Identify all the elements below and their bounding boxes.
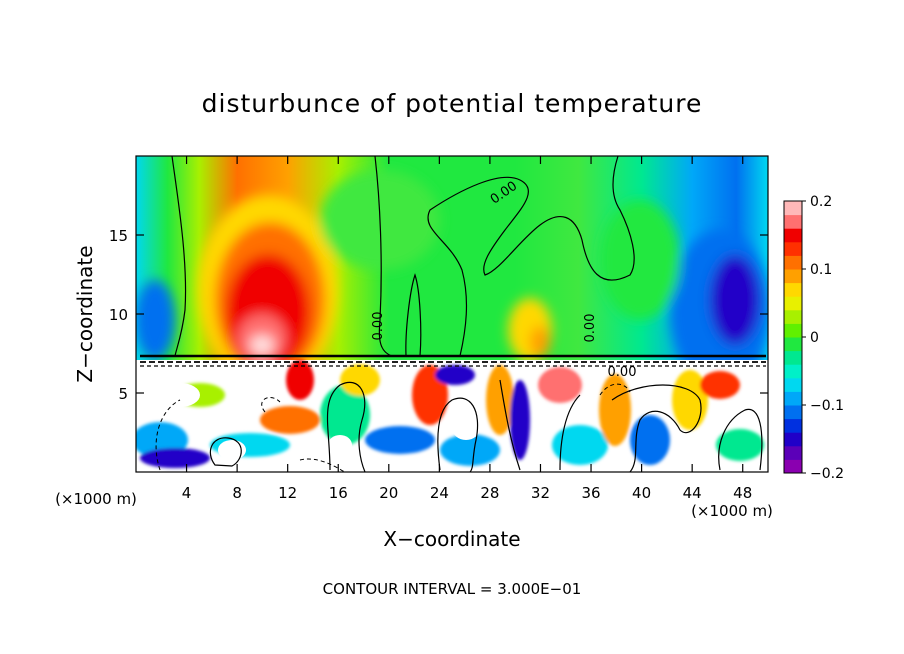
colorbar-swatch: [784, 201, 802, 216]
x-unit-right: (×1000 m): [691, 502, 773, 520]
x-tick-label: 44: [683, 484, 702, 502]
x-tick-label: 40: [632, 484, 651, 502]
heatmap-upper-blobs: [136, 170, 768, 390]
chart-title: disturbunce of potential temperature: [202, 89, 703, 118]
colorbar-swatch: [784, 228, 802, 243]
colorbar-swatch: [784, 350, 802, 365]
colorbar-swatch: [784, 364, 802, 379]
colorbar-tick-label: 0.1: [810, 262, 832, 278]
contour-label: 0.00: [371, 312, 386, 341]
heatmap-field: [136, 156, 768, 472]
colorbar-swatch: [784, 309, 802, 324]
y-tick-label: 5: [118, 385, 128, 403]
y-axis-label: Z−coordinate: [73, 245, 97, 382]
colorbar-swatch: [784, 432, 802, 447]
x-unit-left: (×1000 m): [55, 490, 137, 508]
x-tick-label: 36: [581, 484, 600, 502]
colorbar-ticks: 0.2 0.1 0 −0.1 −0.2: [802, 194, 844, 482]
colorbar-tick-label: 0.2: [810, 194, 832, 210]
contour-label-group: 0.00 0.00 0.00 0.00: [371, 179, 636, 380]
colorbar-swatch: [784, 445, 802, 460]
contour-label: 0.00: [583, 314, 598, 343]
x-axis-ticks: 4 8 12 16 20 24 28 32 36 40 44 48: [182, 156, 752, 502]
negative-contour-lines: [155, 383, 631, 472]
colorbar-tick-label: −0.1: [810, 398, 844, 414]
colorbar-swatch: [784, 282, 802, 297]
x-tick-label: 8: [232, 484, 242, 502]
colorbar-swatch: [784, 296, 802, 311]
colorbar-swatch: [784, 377, 802, 392]
x-tick-label: 4: [182, 484, 192, 502]
x-tick-label: 24: [430, 484, 449, 502]
colorbar: [783, 200, 803, 474]
colorbar-swatch: [784, 255, 802, 270]
x-tick-label: 12: [278, 484, 297, 502]
colorbar-swatch: [784, 323, 802, 338]
y-tick-label: 10: [109, 306, 128, 324]
colorbar-swatch: [784, 418, 802, 433]
colorbar-swatch: [784, 459, 802, 474]
colorbar-swatch: [784, 269, 802, 284]
colorbar-swatch: [784, 391, 802, 406]
contour-label: 0.00: [608, 365, 637, 380]
x-tick-label: 48: [733, 484, 752, 502]
contour-lines: [140, 156, 766, 472]
y-axis-ticks: 5 10 15: [109, 227, 768, 403]
x-tick-label: 16: [329, 484, 348, 502]
colorbar-tick-label: 0: [810, 330, 819, 346]
x-axis-label: X−coordinate: [383, 527, 520, 551]
y-tick-label: 15: [109, 227, 128, 245]
footer-contour-interval: CONTOUR INTERVAL = 3.000E−01: [323, 580, 582, 598]
colorbar-tick-label: −0.2: [810, 466, 844, 482]
colorbar-swatch: [784, 214, 802, 229]
lower-white-cores: [160, 383, 664, 460]
x-tick-label: 32: [531, 484, 550, 502]
colorbar-swatch: [784, 337, 802, 352]
colorbar-swatch: [784, 241, 802, 256]
colorbar-swatch: [784, 405, 802, 420]
x-tick-label: 28: [480, 484, 499, 502]
x-tick-label: 20: [379, 484, 398, 502]
